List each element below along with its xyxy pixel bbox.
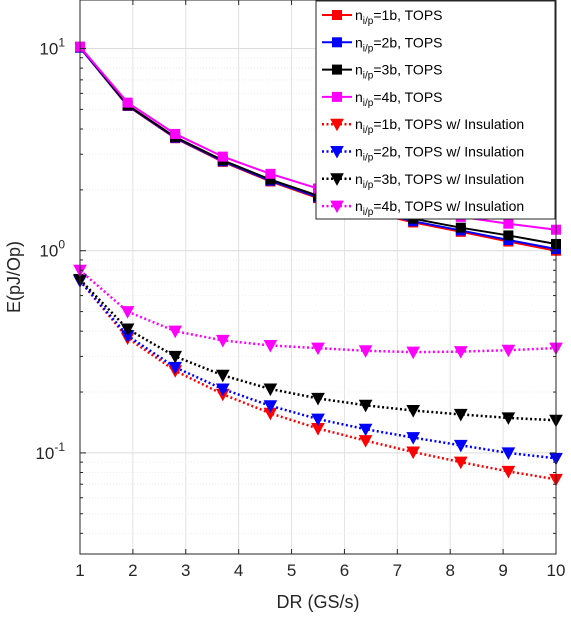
legend-marker xyxy=(330,118,344,132)
data-point xyxy=(122,97,133,108)
legend-label: ni/p=1b, TOPS xyxy=(355,7,443,27)
legend-label: ni/p=4b, TOPS xyxy=(355,89,443,109)
plot-frame xyxy=(79,0,557,555)
legend-item: ni/p=1b, TOPS xyxy=(322,7,443,27)
legend-item: ni/p=2b, TOPS w/ Insulation xyxy=(322,144,524,164)
data-point xyxy=(406,346,421,360)
x-tick-label: 8 xyxy=(445,561,454,580)
legend-label: ni/p=3b, TOPS w/ Insulation xyxy=(355,171,524,191)
data-point xyxy=(215,383,230,397)
data-point xyxy=(215,334,230,348)
legend-box xyxy=(315,0,556,220)
y-tick-exponent: 0 xyxy=(58,238,65,252)
y-axis-label: E(pJ/Op) xyxy=(4,241,24,313)
data-point xyxy=(120,306,135,319)
data-point xyxy=(453,346,468,359)
legend-marker xyxy=(332,10,342,20)
data-point xyxy=(501,465,516,479)
y-tick-exponent: 1 xyxy=(58,36,65,50)
legend-label: ni/p=4b, TOPS w/ Insulation xyxy=(355,198,524,218)
legend-item: ni/p=2b, TOPS xyxy=(322,34,443,54)
data-point xyxy=(406,446,421,460)
data-point xyxy=(263,339,278,353)
x-tick-label: 7 xyxy=(393,561,402,580)
legend-marker xyxy=(332,37,342,48)
data-point xyxy=(453,456,468,470)
legend-marker xyxy=(330,146,344,159)
legend-marker xyxy=(330,173,344,186)
x-tick-label: 6 xyxy=(340,561,349,580)
legend-item: ni/p=4b, TOPS xyxy=(322,89,443,109)
data-point xyxy=(265,168,276,179)
legend-item: ni/p=3b, TOPS xyxy=(322,62,443,82)
data-point xyxy=(263,383,278,397)
data-point xyxy=(501,447,516,460)
x-tick-label: 9 xyxy=(498,561,507,580)
data-point xyxy=(406,405,421,418)
x-tick-label: 1 xyxy=(75,561,84,580)
legend-item: ni/p=1b, TOPS w/ Insulation xyxy=(322,116,524,136)
legend-marker xyxy=(330,200,344,214)
x-axis-label: DR (GS/s) xyxy=(277,592,360,612)
data-point xyxy=(455,222,466,233)
legend-label: ni/p=2b, TOPS w/ Insulation xyxy=(355,144,524,164)
legend-item: ni/p=4b, TOPS w/ Insulation xyxy=(322,198,524,218)
legend-label: ni/p=2b, TOPS xyxy=(355,34,443,54)
data-point xyxy=(215,369,230,383)
data-point xyxy=(217,151,228,162)
data-point xyxy=(168,325,183,339)
series-line xyxy=(79,279,557,481)
legend: ni/p=1b, TOPS ni/p=2b, TOPS ni/p=3b, TOPS n… xyxy=(315,0,556,220)
x-tick-label: 3 xyxy=(181,561,190,580)
data-point xyxy=(501,344,516,358)
legend-marker xyxy=(332,64,342,75)
x-tick-label: 10 xyxy=(547,561,566,580)
data-point xyxy=(501,412,516,425)
data-point xyxy=(168,350,183,364)
data-point xyxy=(453,408,468,422)
data-point xyxy=(358,399,373,413)
series-8 xyxy=(73,264,563,360)
data-point xyxy=(170,128,181,139)
data-point xyxy=(503,230,514,241)
data-point xyxy=(358,423,373,437)
legend-label: ni/p=3b, TOPS xyxy=(355,62,443,82)
data-point xyxy=(406,432,421,445)
data-point xyxy=(311,392,325,406)
data-point xyxy=(453,439,468,453)
x-tick-label: 2 xyxy=(128,561,137,580)
data-point xyxy=(311,413,325,427)
data-point xyxy=(263,400,278,413)
legend-label: ni/p=1b, TOPS w/ Insulation xyxy=(355,116,524,136)
legend-marker xyxy=(332,91,342,102)
series-7 xyxy=(73,274,563,428)
series-line xyxy=(79,278,557,422)
data-point xyxy=(358,345,373,358)
x-tick-label: 5 xyxy=(287,561,296,580)
legend-item: ni/p=3b, TOPS w/ Insulation xyxy=(322,171,524,191)
data-point xyxy=(503,218,514,229)
data-point xyxy=(120,323,135,337)
y-tick-exponent: -1 xyxy=(54,440,65,454)
x-tick-label: 4 xyxy=(234,561,243,580)
data-point xyxy=(311,342,325,356)
